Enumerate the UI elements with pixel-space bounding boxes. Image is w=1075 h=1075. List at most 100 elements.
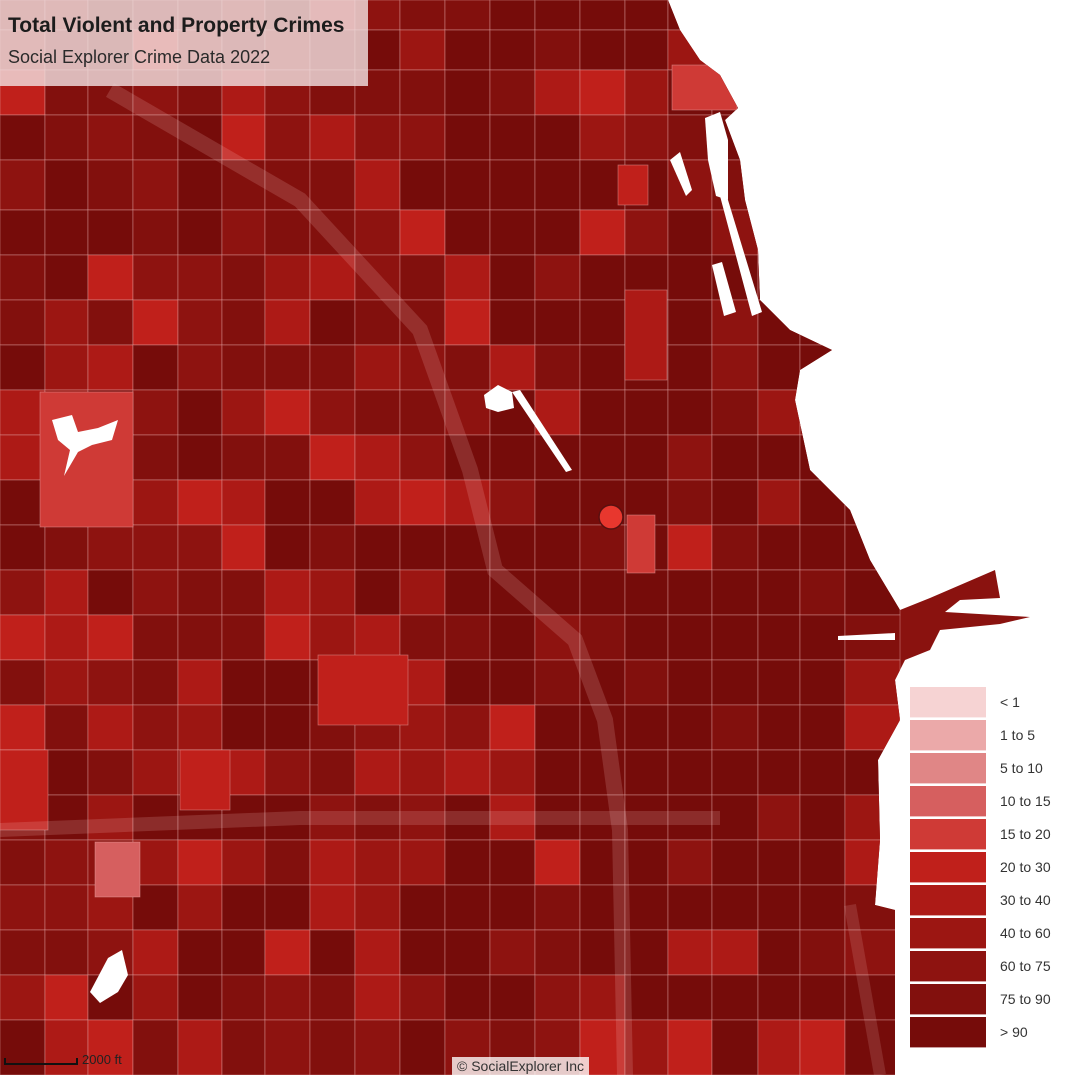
copyright-notice[interactable]: © SocialExplorer Inc	[452, 1057, 590, 1075]
census-tract	[624, 114, 669, 161]
census-tract	[87, 1019, 134, 1075]
census-tract	[757, 794, 801, 841]
census-tract	[0, 884, 46, 931]
census-tract	[757, 929, 801, 976]
legend-swatch	[910, 786, 986, 817]
census-tract	[534, 524, 581, 571]
census-tract	[667, 209, 713, 256]
census-tract	[579, 974, 626, 1021]
census-tract	[354, 884, 401, 931]
census-tract	[844, 209, 901, 256]
legend-swatch	[910, 753, 986, 784]
census-tract	[799, 794, 846, 841]
census-tract	[354, 524, 401, 571]
census-tract	[534, 704, 581, 751]
census-tract	[711, 659, 759, 706]
census-tract	[757, 884, 801, 931]
census-tract	[309, 434, 356, 481]
census-tract	[0, 209, 46, 256]
census-tract	[399, 69, 446, 116]
census-tract	[399, 344, 446, 391]
census-tract	[624, 704, 669, 751]
census-tract	[44, 614, 89, 661]
census-tract	[757, 839, 801, 886]
census-tract	[399, 434, 446, 481]
census-tract	[667, 1019, 713, 1075]
census-tract	[354, 299, 401, 346]
census-tract	[0, 254, 46, 301]
census-tract	[0, 569, 46, 616]
census-tract	[221, 659, 266, 706]
map-title: Total Violent and Property Crimes	[8, 14, 345, 37]
census-tract	[309, 614, 356, 661]
census-tract	[799, 974, 846, 1021]
census-tract	[309, 569, 356, 616]
census-tract	[579, 254, 626, 301]
census-tract	[757, 1019, 801, 1075]
lake-and-park-voids	[52, 112, 895, 1003]
harbor-slip	[712, 262, 736, 316]
census-tract	[799, 69, 846, 116]
legend-item: 15 to 20	[908, 818, 1068, 851]
census-tract	[799, 704, 846, 751]
legend-label: 75 to 90	[1000, 991, 1051, 1007]
census-tract	[579, 839, 626, 886]
census-tract	[132, 479, 179, 526]
census-tract	[757, 704, 801, 751]
census-tract	[444, 159, 491, 211]
census-tract	[399, 794, 446, 841]
park-pond-center	[484, 385, 514, 412]
census-tract	[667, 434, 713, 481]
census-tract	[44, 704, 89, 751]
census-tract	[177, 344, 223, 391]
census-tract	[177, 299, 223, 346]
census-tract	[711, 524, 759, 571]
census-tract	[799, 929, 846, 976]
census-tract	[132, 344, 179, 391]
census-tract	[489, 929, 536, 976]
census-tract	[399, 839, 446, 886]
census-tract	[711, 1019, 759, 1075]
census-tract	[444, 569, 491, 616]
census-tract	[177, 659, 223, 706]
census-tract	[44, 749, 89, 796]
census-tract	[667, 614, 713, 661]
census-tract	[844, 434, 901, 481]
census-tract	[757, 524, 801, 571]
legend-label: 1 to 5	[1000, 727, 1036, 743]
census-tract	[309, 159, 356, 211]
census-tract	[39, 391, 134, 528]
selected-location-marker-icon[interactable]	[598, 504, 624, 530]
census-tract	[44, 794, 89, 841]
census-tract	[44, 569, 89, 616]
census-tract	[0, 704, 46, 751]
census-tract	[264, 839, 311, 886]
census-tract	[44, 254, 89, 301]
census-tract	[579, 0, 626, 31]
census-tract	[221, 479, 266, 526]
census-tract	[264, 524, 311, 571]
census-tract	[221, 569, 266, 616]
census-tract	[132, 974, 179, 1021]
census-tract	[757, 344, 801, 391]
census-tract	[757, 569, 801, 616]
census-tract	[624, 1019, 669, 1075]
census-tract	[0, 614, 46, 661]
census-tract	[489, 254, 536, 301]
census-tract	[221, 704, 266, 751]
legend-label: 40 to 60	[1000, 925, 1051, 941]
census-tract	[844, 704, 901, 751]
census-tract	[444, 479, 491, 526]
census-tract	[87, 794, 134, 841]
census-tract	[177, 159, 223, 211]
census-tract	[757, 0, 801, 31]
census-tract	[399, 569, 446, 616]
census-tract	[354, 344, 401, 391]
census-tract	[624, 659, 669, 706]
census-tract	[354, 254, 401, 301]
census-tract	[624, 884, 669, 931]
census-tract	[132, 389, 179, 436]
map-subtitle: Social Explorer Crime Data 2022	[8, 47, 271, 67]
census-tract	[579, 569, 626, 616]
census-tract	[354, 114, 401, 161]
